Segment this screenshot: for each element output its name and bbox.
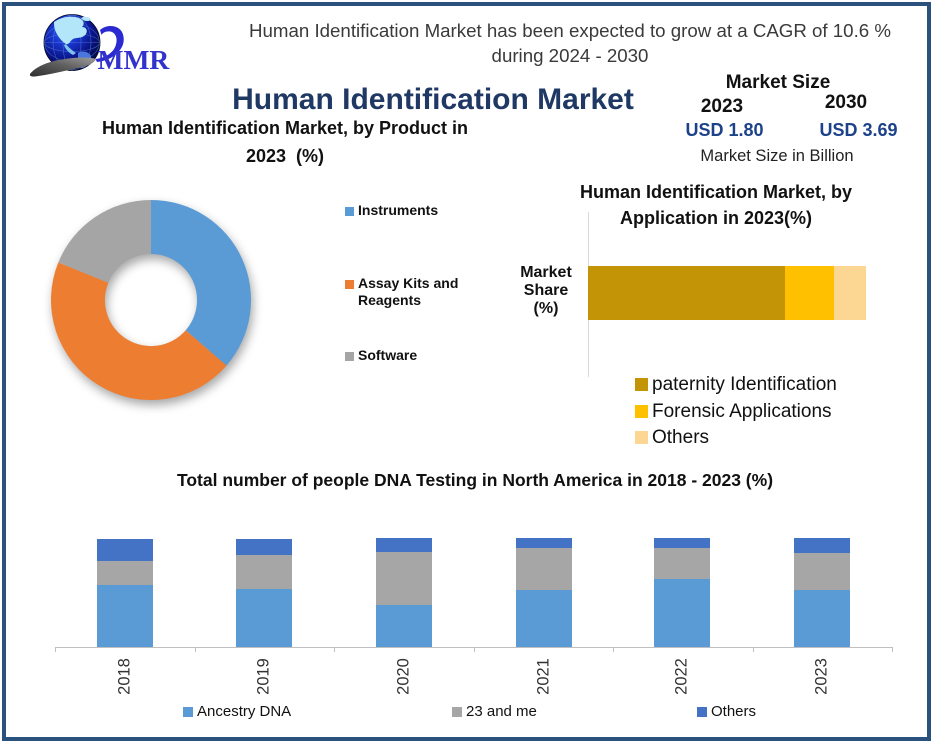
svg-text:MMR: MMR	[98, 44, 171, 75]
